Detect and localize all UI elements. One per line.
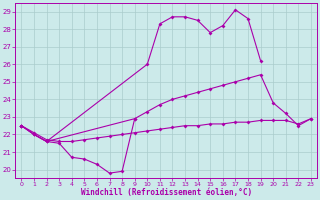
X-axis label: Windchill (Refroidissement éolien,°C): Windchill (Refroidissement éolien,°C): [81, 188, 252, 197]
